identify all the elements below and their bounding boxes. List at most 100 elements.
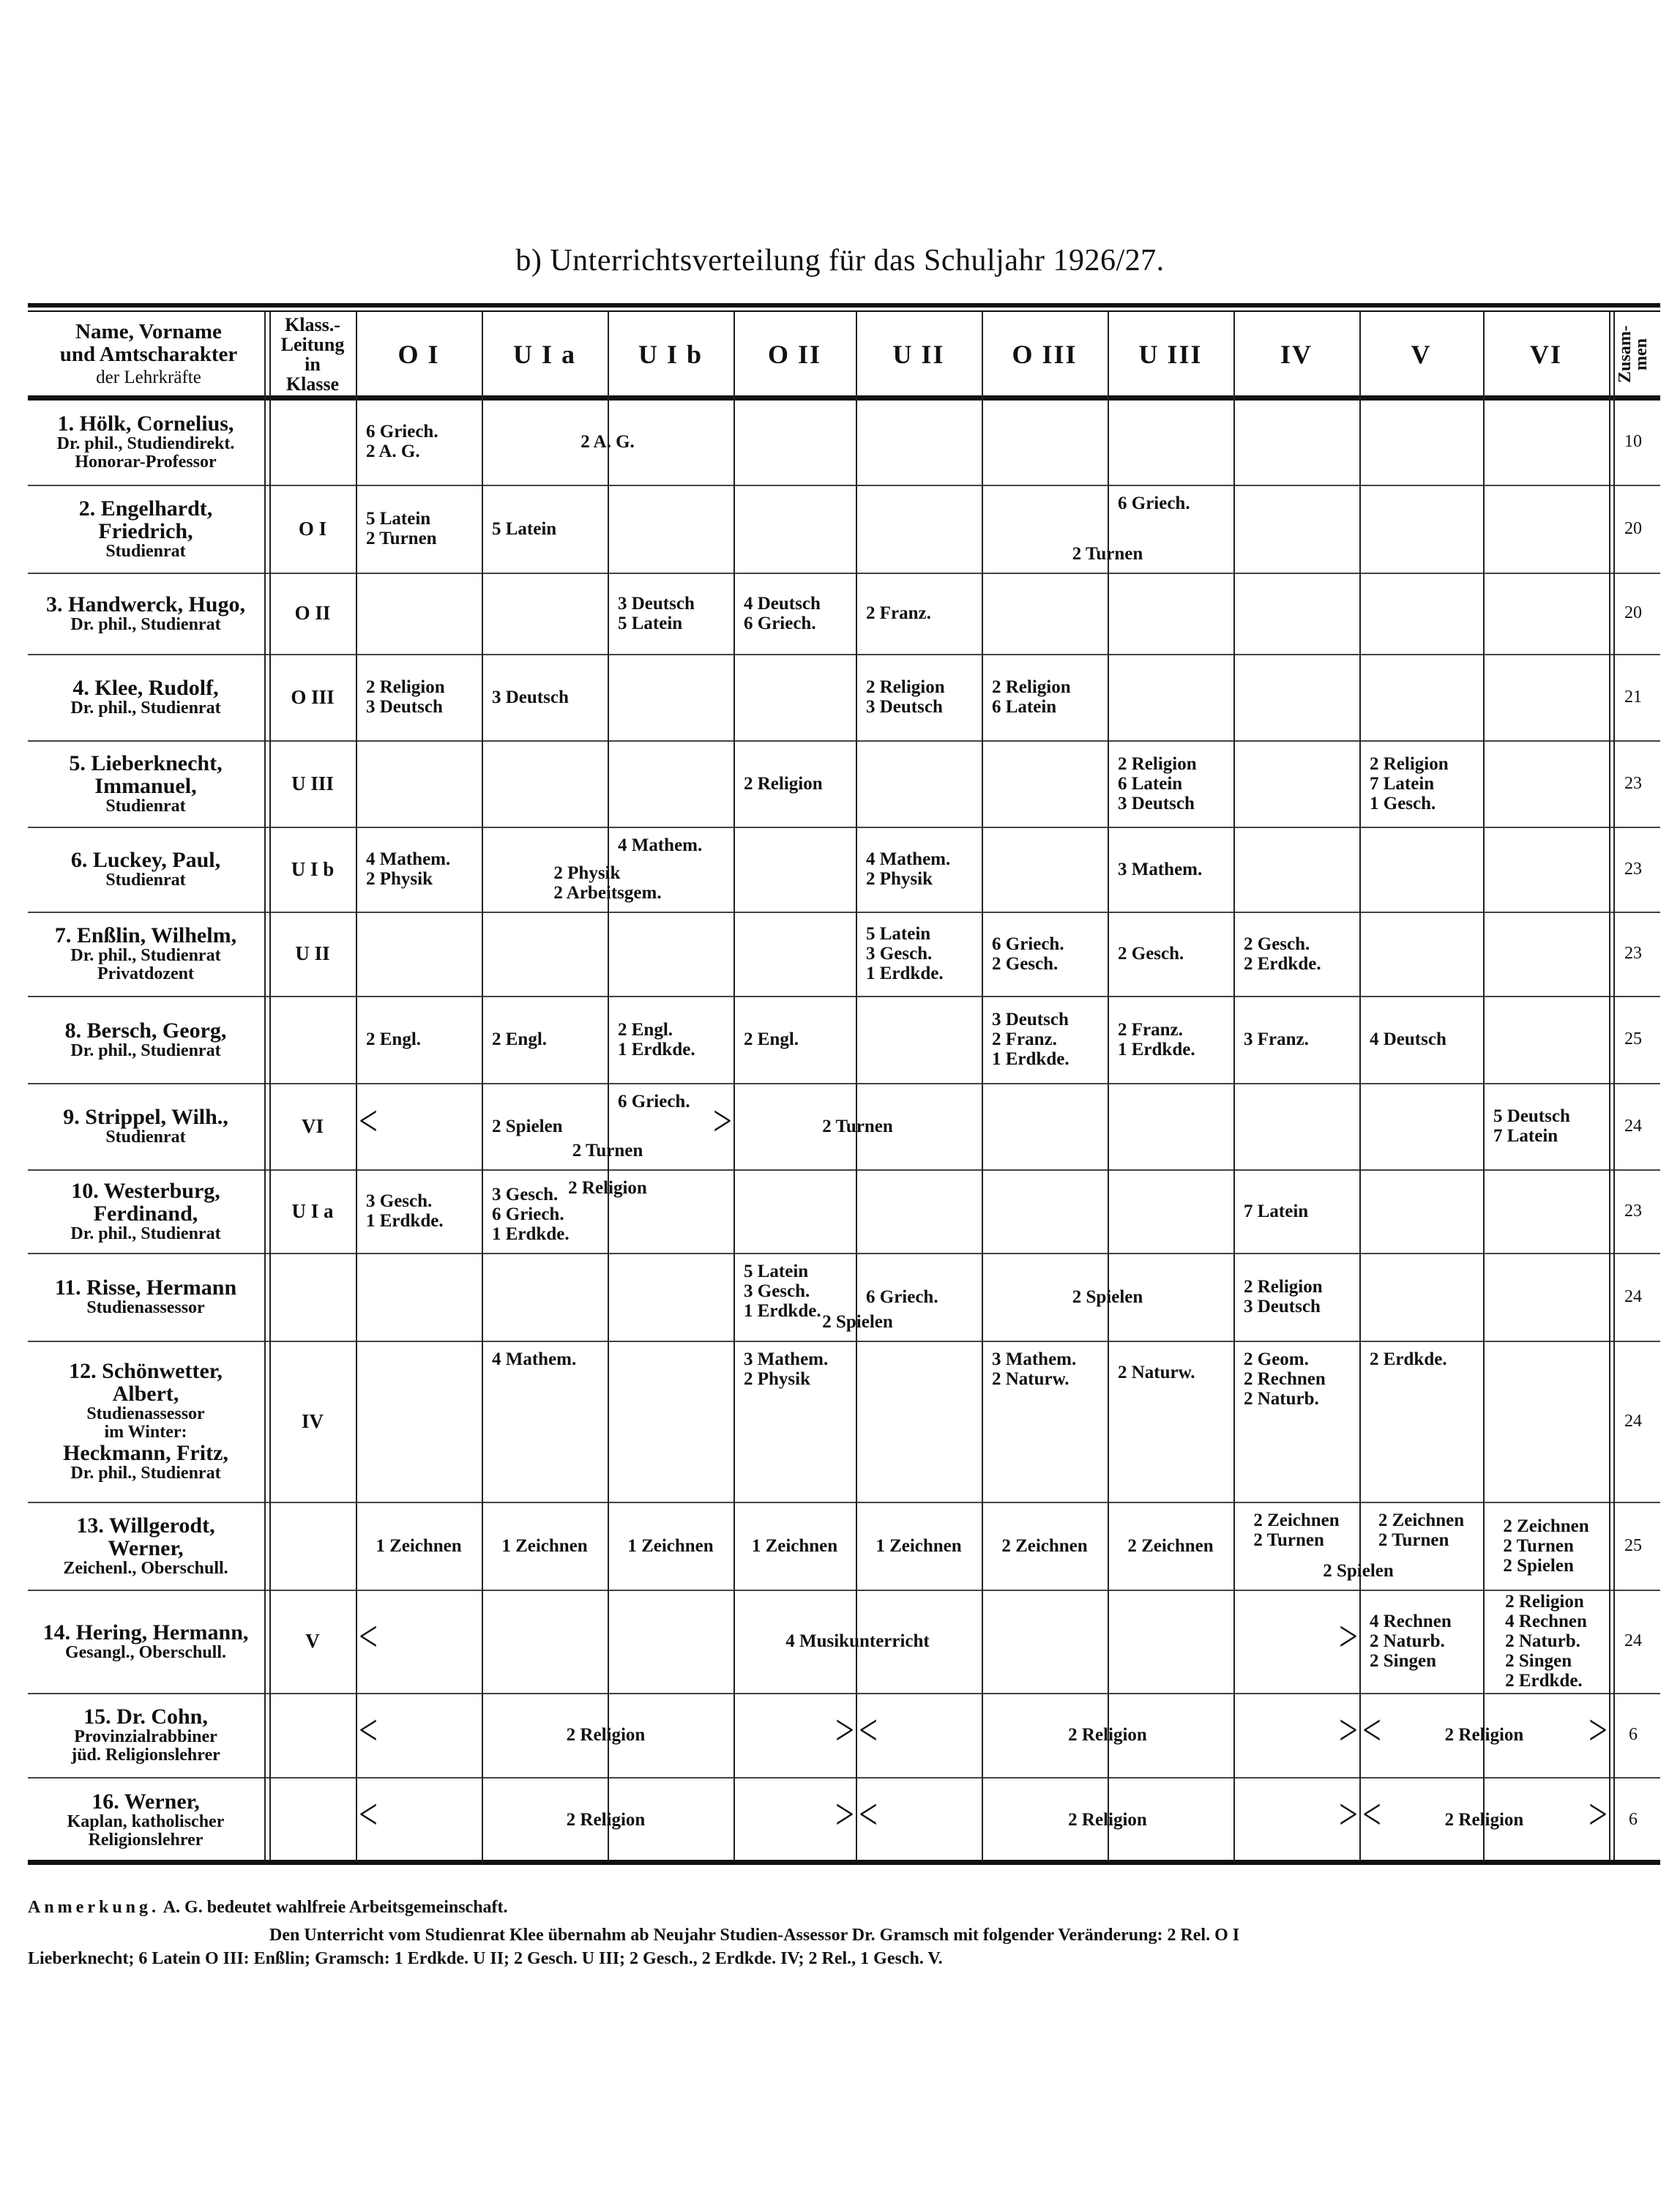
class-leadership [269,1693,356,1777]
teacher-name: 11. Risse, Hermann Studienassessor [28,1253,264,1341]
lesson-entry: 3 Mathem. 2 Naturw. [992,1349,1077,1389]
header-rule-thick [28,395,1660,401]
column-divider-double [1613,312,1615,1861]
class-leadership [269,996,356,1083]
total-hours: 6 [1629,1809,1638,1829]
row-divider [28,573,1660,574]
lesson-entry: 6 Griech. [866,1286,938,1307]
teacher-name-line: Privatdozent [97,964,194,983]
teacher-name: 7. Enßlin, Wilhelm, Dr. phil., Studienrat… [28,912,264,996]
total-hours: 23 [1624,859,1642,879]
row-divider [28,654,1660,655]
bracket-right-icon: > [1339,1611,1358,1660]
teacher-name-line: Studienassessor [86,1404,205,1423]
lesson-entry: 2 Engl. [492,1029,548,1049]
class-leadership [269,1502,356,1590]
total-hours: 10 [1624,431,1642,451]
total-hours: 21 [1624,687,1642,707]
teacher-name: 8. Bersch, Georg, Dr. phil., Studienrat [28,996,264,1083]
row-divider [28,485,1660,486]
column-divider [1483,312,1485,1861]
header-class-2: U I b [638,340,703,369]
top-rule-thin [28,310,1660,312]
row-divider [28,1169,1660,1171]
lesson-entry: 2 Religion 3 Deutsch [866,677,945,717]
lesson-entry: 1 Zeichnen [751,1535,838,1556]
row-divider [28,1590,1660,1591]
column-divider [1609,312,1610,1861]
row-divider [28,912,1660,913]
teacher-name-line: Friedrich, [98,518,193,543]
teacher-name: 14. Hering, Hermann, Gesangl., Oberschull… [28,1590,264,1693]
header-total-label: Zusam-men [1616,325,1651,384]
teacher-name-line: 6. Luckey, Paul, [70,848,221,872]
column-divider [1233,312,1235,1861]
teacher-name-line: 4. Klee, Rudolf, [72,676,219,700]
lesson-entry: 2 Spielen [822,1312,893,1332]
header-class-3: O II [767,340,822,369]
lesson-entry: 2 Spielen [492,1116,563,1136]
bracket-left-icon: < [1362,1789,1381,1839]
lesson-entry: 1 Zeichnen [501,1535,588,1556]
teacher-name-line: Provinzialrabbiner [74,1727,217,1746]
row-divider [28,1777,1660,1779]
lesson-entry: 2 Religion [1068,1725,1147,1745]
teacher-name-line: 3. Handwerck, Hugo, [46,592,245,617]
lesson-entry: 2 Religion [744,773,823,794]
note-line-3: Lieberknecht; 6 Latein O III: Enßlin; Gr… [28,1949,943,1968]
bracket-right-icon: > [835,1705,854,1754]
row-divider [28,1083,1660,1084]
total-hours: 23 [1624,1201,1642,1221]
lesson-entry: 2 Religion 7 Latein 1 Gesch. [1370,753,1449,813]
bottom-rule-thick [28,1860,1660,1865]
note-text: A. G. bedeutet wahlfreie Arbeitsgemeinsc… [163,1898,508,1917]
total-hours: 24 [1624,1411,1642,1431]
top-rule-thick [28,303,1660,308]
teacher-name-line: 16. Werner, [92,1789,200,1814]
lesson-entry: 2 Religion [1444,1725,1524,1745]
lesson-entry: 2 Religion 4 Rechnen 2 Naturb. 2 Singen … [1505,1592,1587,1691]
lesson-entry: 3 Deutsch 2 Franz. 1 Erdkde. [992,1010,1069,1069]
bracket-right-icon: > [1339,1705,1358,1754]
teacher-name-line: Dr. phil., Studienrat [70,699,221,718]
lesson-entry: 2 Zeichnen 2 Turnen [1253,1511,1340,1550]
total-hours: 20 [1624,518,1642,538]
lesson-entry: 2 Zeichnen [1001,1535,1088,1556]
lesson-entry: 2 Turnen [1072,544,1143,564]
class-leadership: O III [291,685,335,708]
teacher-name-line: 9. Strippel, Wilh., [63,1105,228,1129]
lesson-entry: 2 Religion [1068,1809,1147,1830]
class-leadership [269,1253,356,1341]
lesson-entry: 2 Spielen [1323,1561,1394,1581]
teacher-name: 13. Willgerodt, Werner, Zeichenl., Obersch… [28,1502,264,1590]
bracket-left-icon: < [359,1096,378,1145]
header-class-7: IV [1280,340,1313,369]
teacher-name-line: Studienassessor [86,1298,205,1317]
teacher-name-line: Studienrat [105,796,186,816]
teacher-name: 16. Werner, Kaplan, katholischer Religions… [28,1777,264,1862]
lesson-entry: 6 Griech. 2 Gesch. [992,934,1064,974]
note-line-2: Den Unterricht vom Studienrat Klee übern… [269,1926,1240,1945]
teacher-name-line: Dr. phil., Studienrat [70,614,221,634]
teacher-name-line: Studienrat [105,871,186,890]
teacher-name: 9. Strippel, Wilh., Studienrat [28,1083,264,1169]
teacher-name: 6. Luckey, Paul, Studienrat [28,827,264,912]
header-name: Name, Vorname und Amtscharakter der Lehrkr… [28,312,269,397]
teacher-name-line: Dr. phil., Studienrat [70,1040,221,1060]
teacher-name-line: 8. Bersch, Georg, [64,1018,227,1043]
class-leadership [269,398,356,485]
teacher-name-line: 5. Lieberknecht, [69,751,223,775]
column-divider-double [264,312,266,1861]
class-leadership: U II [295,942,330,964]
header-class-1: U I a [512,340,576,369]
lesson-entry: 2 Naturw. [1118,1363,1195,1382]
lesson-entry: 2 Physik 2 Arbeitsgem. [553,863,662,903]
class-leadership: U III [291,772,334,794]
teacher-name-line: 2. Engelhardt, [78,496,213,521]
lesson-entry: 1 Zeichnen [627,1535,714,1556]
teacher-name-line: Zeichenl., Oberschull. [63,1558,228,1578]
column-divider [856,312,857,1861]
lesson-entry: 7 Latein [1244,1201,1309,1221]
bracket-right-icon: > [713,1096,732,1145]
row-divider [28,1341,1660,1342]
